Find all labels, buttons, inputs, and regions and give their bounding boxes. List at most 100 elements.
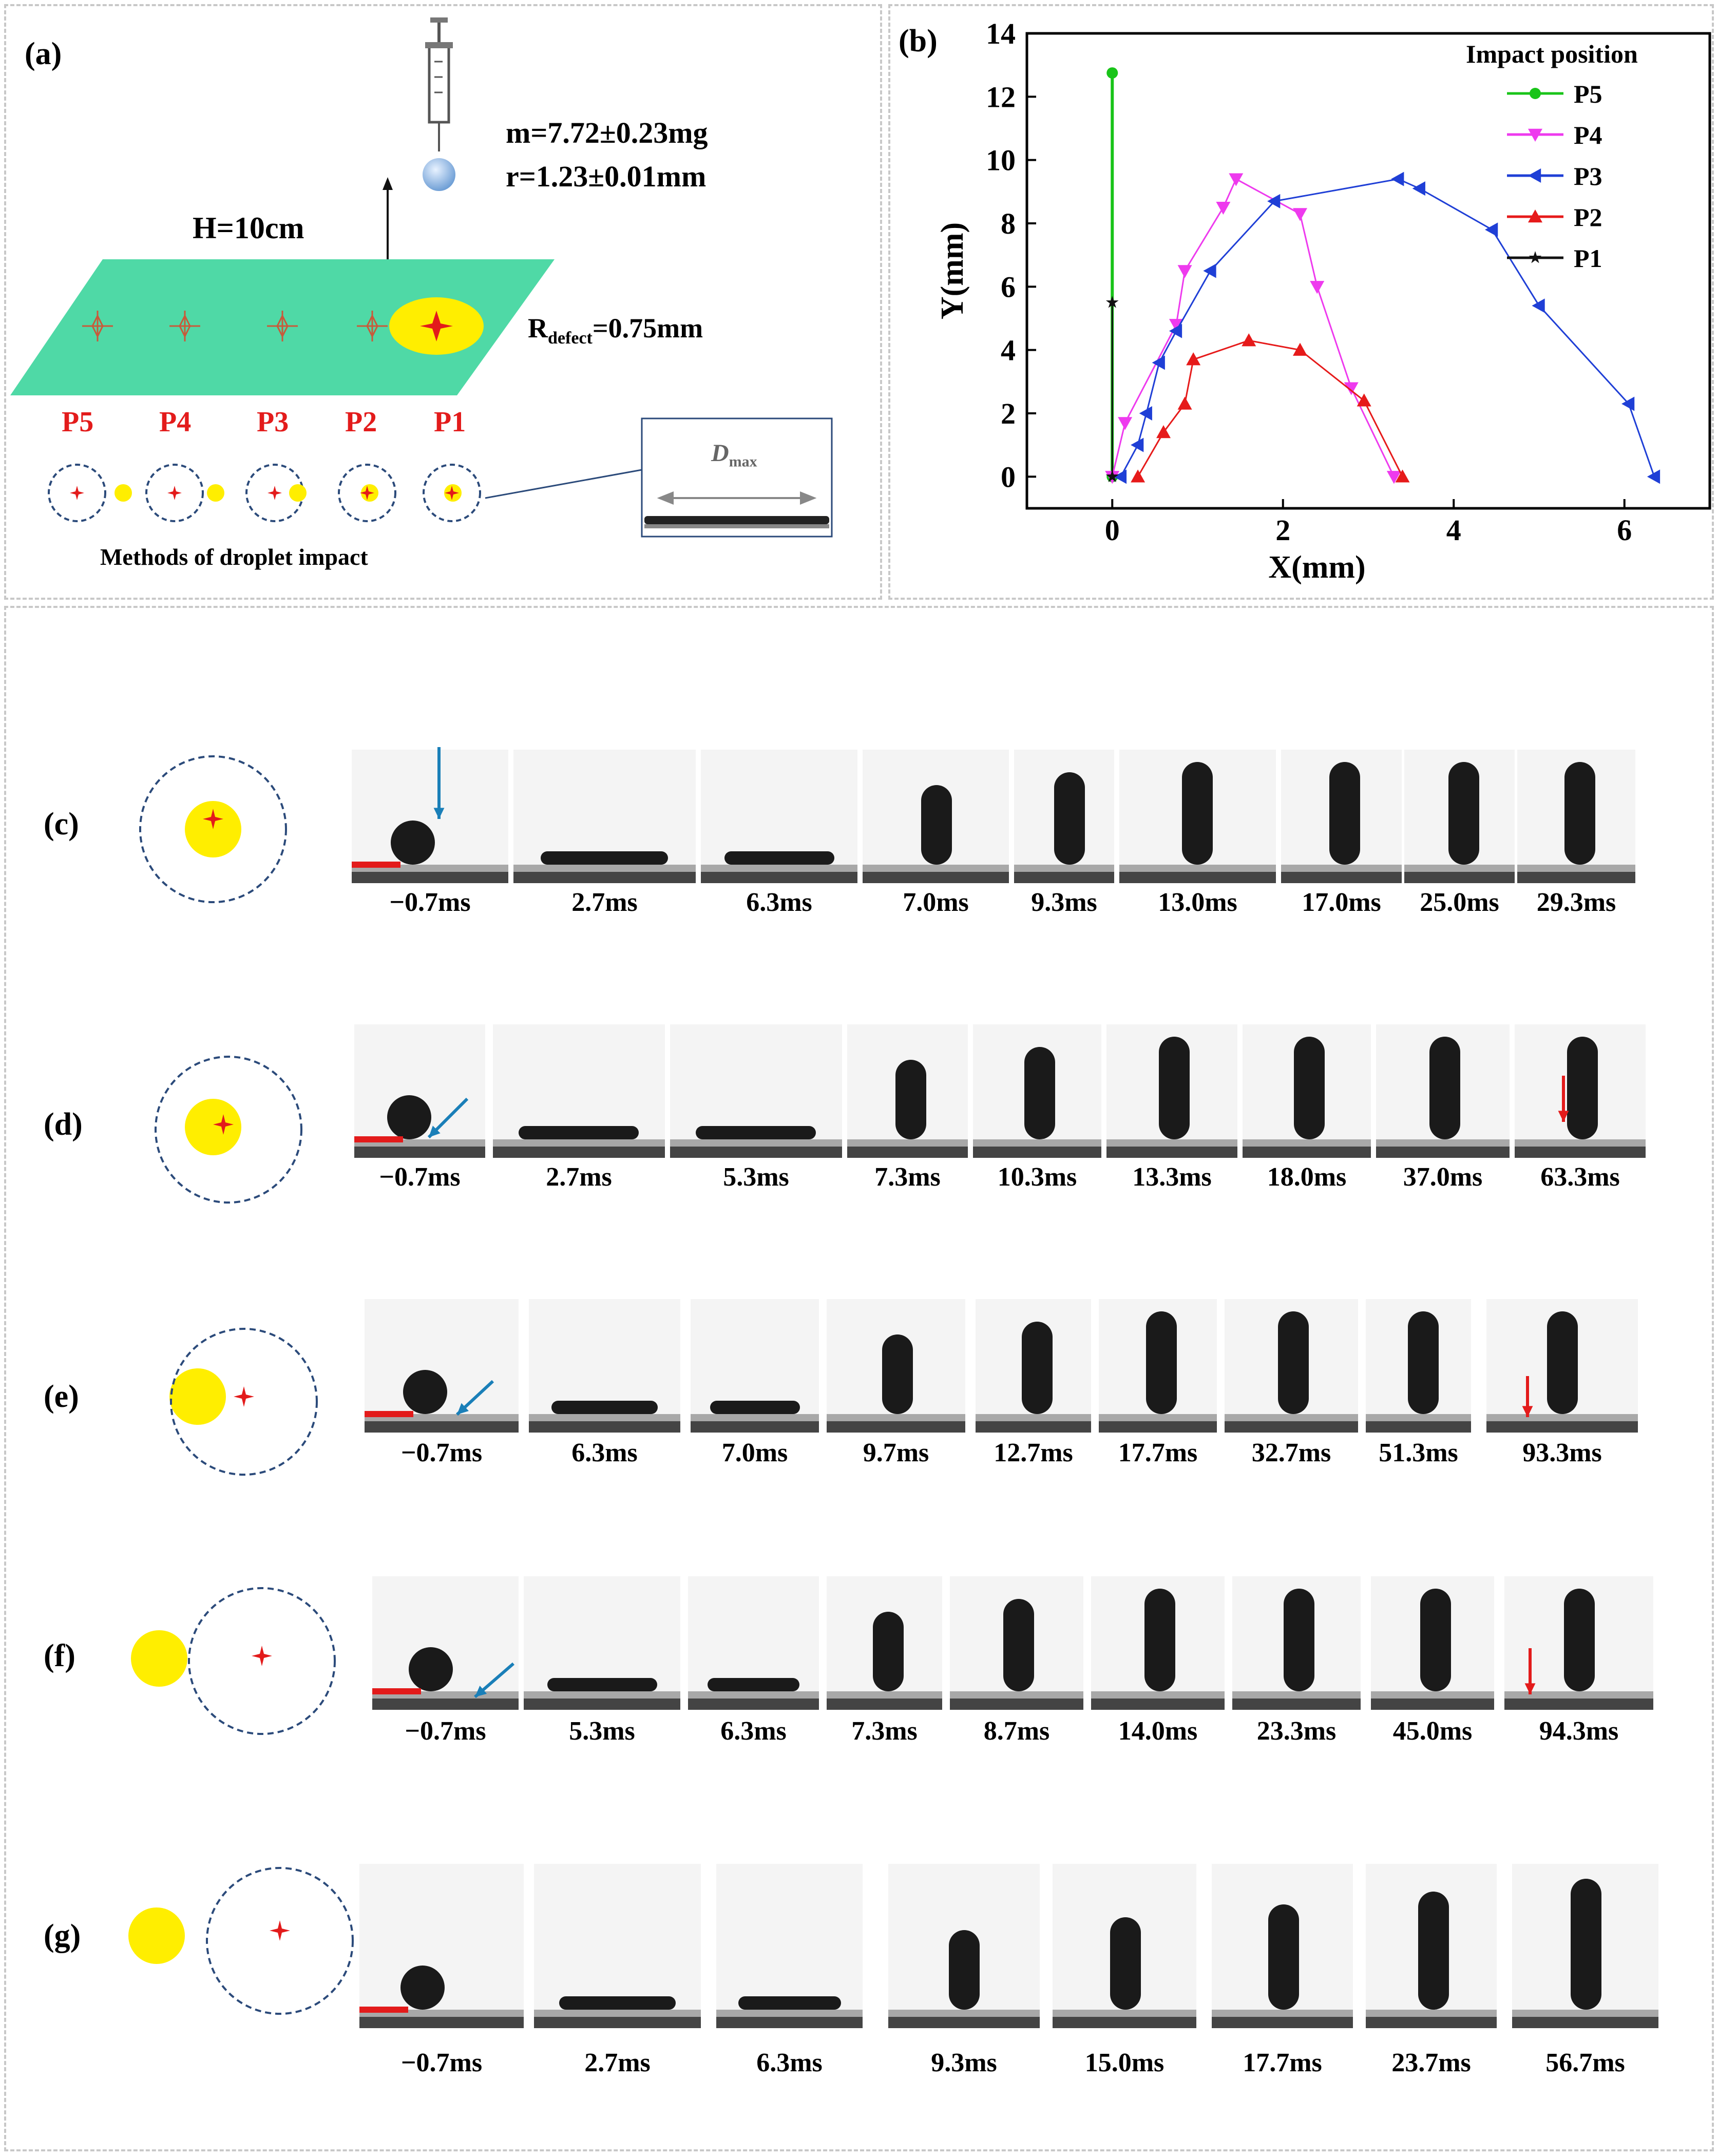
impact-schematic [131,1587,336,1735]
video-frame [354,1024,485,1158]
time-label: 10.3ms [997,1162,1077,1192]
data-point-p4 [1293,208,1307,221]
time-label: 8.7ms [983,1716,1050,1746]
data-point-p3 [1621,396,1635,411]
droplet-shape [391,821,435,865]
video-frame [1243,1024,1371,1158]
rebound-arrow-icon [1524,1648,1536,1694]
y-tick-label: 0 [1001,460,1016,493]
time-label: 29.3ms [1536,888,1616,917]
droplet-shape [1024,1047,1055,1139]
time-label: 17.7ms [1243,2048,1322,2077]
data-point-p2 [1357,393,1371,407]
impact-arrow-icon [427,1097,469,1139]
syringe-icon [425,17,453,151]
impact-arrow-icon [474,1662,514,1699]
data-point-p1 [1105,296,1119,308]
y-tick-label: 6 [1001,270,1016,303]
time-label: 9.3ms [931,2048,997,2077]
defect-radius-label: Rdefect=0.75mm [528,313,703,348]
scale-bar [359,2007,408,2013]
data-point-p4 [1229,173,1244,186]
height-label: H=10cm [193,211,304,245]
cross-marks [82,311,388,341]
time-label: 7.3ms [851,1716,918,1746]
droplet-shape [1294,1037,1325,1139]
video-frame [1486,1299,1638,1433]
x-tick-label: 0 [1105,513,1120,547]
legend-marker-p4 [1528,128,1542,142]
mass-label: m=7.72±0.23mg [506,116,708,149]
time-label: −0.7ms [389,888,471,917]
time-label: 5.3ms [569,1716,635,1746]
droplet-shape [708,1678,799,1691]
video-frame [1014,750,1114,883]
time-label: 56.7ms [1545,2048,1625,2077]
impact-schematic [169,1328,318,1476]
defect-center-mark [420,311,453,341]
video-frame [1517,750,1635,883]
x-axis-label: X(mm) [1268,550,1365,585]
time-label: 15.0ms [1084,2048,1165,2077]
series-line-p2 [1137,339,1403,478]
droplet-shape [738,1996,841,2010]
methods-row [48,464,481,522]
time-label: 37.0ms [1403,1162,1483,1192]
data-point-p3 [1391,171,1404,186]
panel-b-label: (b) [899,24,938,59]
droplet-shape [1448,762,1479,865]
droplet-shape [1329,762,1360,865]
legend-label-p1: P1 [1574,244,1602,273]
time-label: 2.7ms [571,888,638,917]
droplet-shape [1268,1904,1299,2010]
data-point-p2 [1293,342,1307,356]
legend-marker-p1 [1529,251,1542,263]
time-label: 17.7ms [1118,1438,1198,1467]
y-tick-label: 8 [1001,207,1016,240]
droplet-icon [423,158,455,191]
y-tick-label: 4 [1001,334,1016,367]
droplet-shape [1571,1879,1601,2010]
impact-arrow-icon [455,1380,494,1416]
time-label: 2.7ms [584,2048,651,2077]
video-frame [847,1024,968,1158]
defect-circle [169,1368,226,1425]
panel-label-g: (g) [44,1918,81,1953]
time-label: −0.7ms [379,1162,461,1192]
data-point-p5 [1106,67,1118,79]
data-point-p3 [1647,469,1660,484]
video-frame [1366,1299,1471,1433]
panel-a-drawing [10,17,833,538]
time-label: 9.3ms [1031,888,1097,917]
legend-label-p5: P5 [1574,80,1602,108]
droplet-shape [921,785,952,865]
rebound-arrow-icon [1522,1376,1533,1417]
data-point-p4 [1177,265,1192,278]
droplet-shape [1564,762,1595,865]
defect-center-mark [213,1114,234,1135]
video-frame [888,1864,1040,2028]
video-frame [688,1576,819,1710]
video-frame [1053,1864,1196,2028]
droplet-shape [873,1612,904,1691]
panel-cg-frame [4,606,1714,2151]
data-point-p3 [1169,323,1182,338]
video-frame [973,1024,1101,1158]
methods-centers [70,486,459,500]
droplet-shape [1278,1311,1309,1414]
video-frame [1376,1024,1510,1158]
droplet-shape [559,1996,676,2010]
video-frame [1504,1576,1653,1710]
legend-title: Impact position [1466,40,1638,68]
defect-circle [128,1907,185,1964]
time-label: 45.0ms [1392,1716,1473,1746]
droplet-shape [696,1126,816,1139]
data-point-p3 [1267,194,1281,208]
time-label: 18.0ms [1267,1162,1347,1192]
legend-label-p4: P4 [1574,121,1602,149]
droplet-shape [1022,1322,1053,1414]
legend-label-p2: P2 [1574,203,1602,232]
droplet-outline [155,1056,302,1204]
droplet-shape [882,1334,913,1414]
panel-b-frame [888,4,1714,600]
